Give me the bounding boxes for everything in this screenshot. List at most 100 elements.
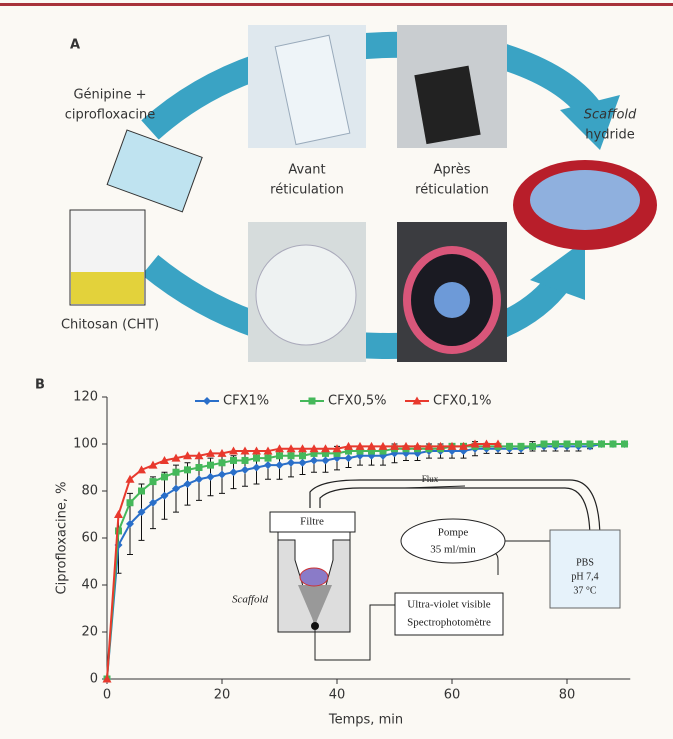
- scaffold: [299, 567, 329, 587]
- marker: [459, 441, 468, 450]
- legend-label: CFX0,1%: [433, 394, 492, 409]
- marker: [321, 456, 330, 465]
- scaffold: [530, 170, 640, 230]
- marker: [298, 458, 307, 467]
- marker: [148, 460, 158, 469]
- marker: [171, 453, 181, 462]
- vial: [274, 34, 351, 146]
- marker: [264, 461, 272, 470]
- marker: [138, 487, 145, 495]
- marker: [344, 454, 353, 463]
- marker: [529, 442, 536, 450]
- marker: [287, 458, 295, 467]
- marker: [149, 478, 157, 486]
- x-tick-label: 20: [214, 688, 231, 703]
- label: 35 ml/min: [430, 544, 476, 556]
- x-tick-label: 60: [444, 688, 461, 703]
- marker: [102, 674, 112, 683]
- x-axis-label: Temps, min: [328, 713, 403, 728]
- label: Pompe: [438, 527, 469, 539]
- marker: [309, 444, 319, 453]
- label: Chitosan (CHT): [61, 318, 159, 333]
- marker: [355, 441, 365, 450]
- marker: [194, 451, 204, 460]
- marker: [310, 456, 318, 465]
- marker: [552, 440, 559, 448]
- marker: [413, 441, 422, 450]
- marker: [368, 447, 375, 455]
- x-tick-label: 40: [329, 688, 346, 703]
- marker: [345, 447, 352, 455]
- label: PBS: [576, 557, 594, 568]
- marker: [252, 446, 261, 455]
- arrow: [141, 254, 571, 359]
- arrow: [404, 485, 466, 489]
- marker: [160, 455, 169, 464]
- label: Filtre: [300, 516, 324, 528]
- marker: [390, 441, 399, 450]
- label: Scaffold: [584, 108, 637, 123]
- marker: [161, 473, 168, 481]
- legend-label: CFX1%: [223, 394, 269, 409]
- plot: 0 20 40 60 80 100 120 0 20 40 60 80 CFX1% CFX0,5% CFX0…: [73, 390, 631, 703]
- legend-marker: [412, 396, 422, 405]
- tube: [309, 479, 601, 541]
- marker: [229, 468, 238, 477]
- beaker: [549, 529, 621, 609]
- marker: [286, 444, 296, 453]
- label: Scaffold: [232, 594, 269, 606]
- y-tick-label: 100: [73, 437, 98, 452]
- marker: [609, 440, 617, 448]
- marker: [332, 444, 342, 453]
- vial: [414, 65, 481, 145]
- marker: [137, 465, 146, 474]
- scaffold: [434, 282, 470, 318]
- arrow-head: [560, 95, 620, 150]
- marker: [424, 441, 434, 450]
- marker: [575, 440, 582, 448]
- marker: [218, 459, 226, 467]
- marker: [321, 444, 330, 453]
- marker: [517, 442, 525, 450]
- label: Après: [434, 163, 471, 178]
- label: Ultra-violet visible: [407, 599, 491, 611]
- marker: [367, 441, 376, 450]
- label: Flux: [422, 474, 439, 484]
- marker: [276, 452, 283, 460]
- marker: [230, 456, 237, 464]
- label: Spectrophotomètre: [407, 617, 491, 629]
- marker: [172, 484, 180, 493]
- top-rule: [0, 3, 673, 6]
- marker: [586, 440, 594, 448]
- marker: [401, 441, 411, 450]
- tube: [319, 487, 591, 541]
- marker: [287, 452, 295, 460]
- series-line: [106, 443, 625, 680]
- marker: [126, 499, 134, 507]
- marker: [275, 444, 284, 453]
- x-tick-label: 80: [559, 688, 576, 703]
- marker: [598, 440, 605, 448]
- marker: [493, 439, 503, 448]
- panel-label: A: [70, 38, 80, 53]
- label: Génipine +: [73, 88, 146, 103]
- series-line: [106, 443, 625, 680]
- marker: [115, 527, 122, 535]
- marker: [241, 456, 249, 464]
- y-tick-label: 40: [81, 578, 98, 593]
- label: Avant: [288, 163, 325, 178]
- marker: [253, 454, 260, 462]
- marker: [333, 449, 341, 457]
- y-axis-label: Ciprofloxacine, %: [55, 482, 70, 595]
- marker: [137, 508, 146, 517]
- marker: [322, 449, 329, 457]
- marker: [540, 440, 548, 448]
- panel-label: B: [35, 378, 45, 393]
- marker: [447, 441, 457, 450]
- marker: [310, 449, 318, 457]
- marker: [172, 468, 180, 476]
- marker: [506, 442, 513, 450]
- marker: [218, 470, 226, 479]
- marker: [252, 463, 261, 472]
- marker: [183, 479, 192, 488]
